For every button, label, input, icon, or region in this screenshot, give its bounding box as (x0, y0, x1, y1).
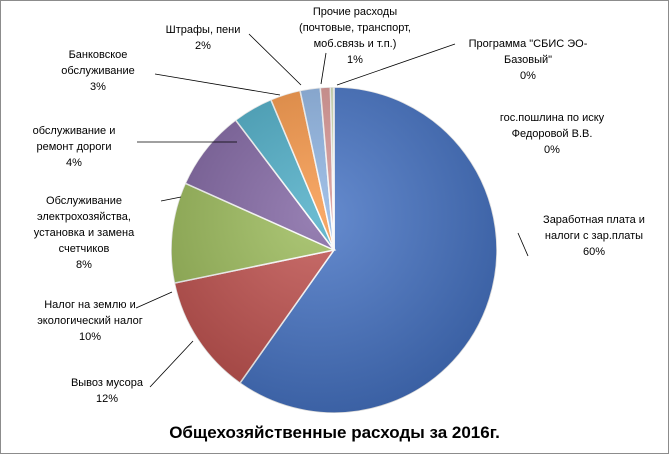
leader-line (336, 43, 456, 86)
data-label-text: экологический налог (37, 315, 143, 327)
data-label-value: 4% (66, 157, 82, 169)
data-label: Программа "СБИС ЭО- Базовый" 0% (453, 36, 603, 84)
data-label-value: 0% (544, 144, 560, 156)
data-label-text: электрохозяйства, (37, 211, 131, 223)
data-label-text: Налог на землю и (44, 299, 136, 311)
data-label-text: (почтовые, транспорт, (299, 22, 411, 34)
data-label-text: Штрафы, пени (165, 24, 241, 36)
data-label: Банковское обслуживание 3% (41, 47, 155, 95)
data-label-text: Вывоз мусора (70, 377, 144, 389)
data-label-text: гос.пошлина по иску (499, 112, 605, 124)
data-label-value: 1% (347, 54, 363, 66)
data-label-value: 0% (520, 70, 536, 82)
data-label: Вывоз мусора 12% (61, 375, 153, 407)
data-label: Налог на землю и экологический налог 10% (21, 297, 159, 345)
data-label-value: 60% (582, 246, 606, 258)
data-label: Штрафы, пени 2% (157, 22, 249, 54)
leader-line (517, 232, 529, 257)
slice-duty (332, 86, 335, 251)
data-label-text: Базовый" (503, 54, 553, 66)
data-label-text: ремонт дороги (36, 141, 112, 153)
leader-line (154, 73, 281, 96)
data-label: обслуживание и ремонт дороги 4% (11, 123, 137, 171)
data-label-text: налоги с зар.платы (544, 230, 644, 242)
data-label: гос.пошлина по иску Федоровой В.В. 0% (477, 110, 627, 158)
pie-slices (170, 86, 498, 414)
leader-lines (135, 33, 529, 388)
data-label-text: счетчиков (58, 243, 110, 255)
leader-line (248, 33, 302, 86)
leader-line (320, 52, 327, 85)
data-label-text: установка и замена (33, 227, 135, 239)
data-label-value: 3% (90, 81, 106, 93)
data-label-text: Федоровой В.В. (511, 128, 593, 140)
chart-title: Общехозяйственные расходы за 2016г. (169, 423, 500, 442)
data-label-value: 8% (76, 259, 92, 271)
data-label-value: 12% (95, 393, 119, 405)
leader-line (135, 291, 173, 309)
data-label-value: 10% (78, 331, 102, 343)
data-label-value: 2% (195, 40, 211, 52)
leader-line (149, 340, 194, 388)
data-label-text: Прочие расходы (312, 6, 398, 18)
data-label-text: Обслуживание (46, 195, 122, 207)
leader-line (160, 196, 182, 202)
data-label-text: моб.связь и т.п.) (313, 38, 397, 50)
data-label-text: обслуживание (61, 65, 135, 77)
data-label-text: обслуживание и (32, 125, 116, 137)
data-label-text: Банковское (68, 49, 128, 61)
data-label: Обслуживание электрохозяйства, установка и… (9, 193, 159, 273)
data-label: Прочие расходы (почтовые, транспорт, моб.с… (279, 4, 431, 68)
data-label-text: Заработная плата и (543, 214, 645, 226)
data-label-text: Программа "СБИС ЭО- (468, 38, 588, 50)
data-label: Заработная плата и налоги с зар.платы 60% (529, 212, 659, 260)
